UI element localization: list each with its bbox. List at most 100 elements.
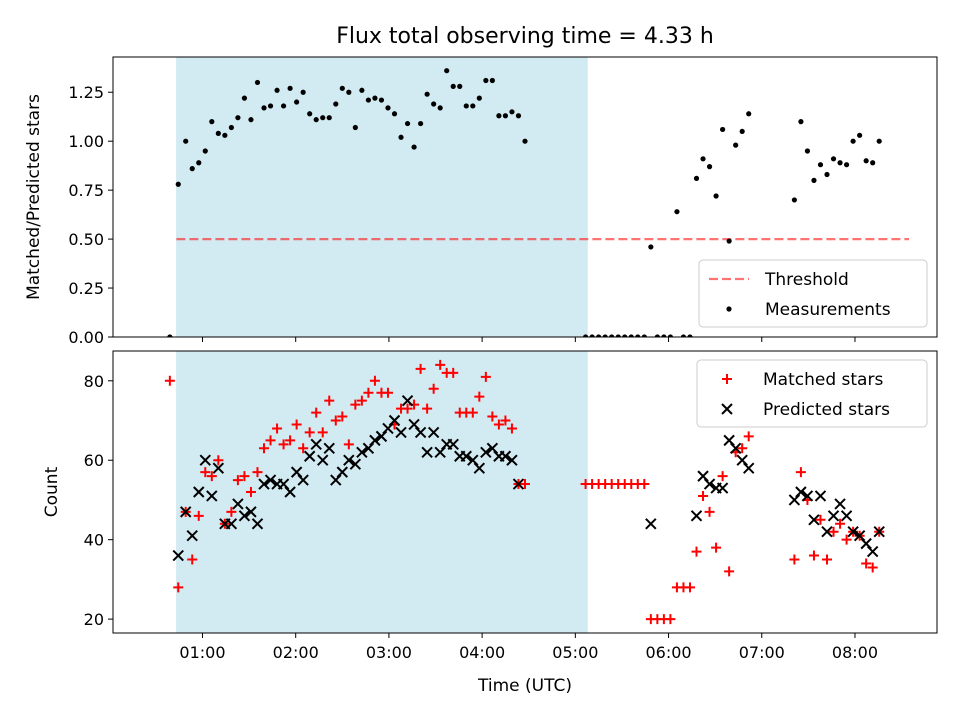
measurement-point [489, 77, 495, 84]
measurement-point [222, 132, 228, 138]
measurement-point [365, 97, 372, 103]
measurement-point [189, 166, 195, 172]
predicted-star-point [343, 454, 355, 466]
x-tick-label: 01:00 [179, 643, 225, 662]
measurement-point [378, 97, 385, 103]
matched-star-point [639, 479, 650, 490]
measurement-point [294, 99, 300, 105]
predicted-star-point [323, 442, 335, 455]
matched-star-point [474, 391, 485, 402]
predicted-star-point [873, 526, 885, 538]
matched-star-point [382, 387, 393, 398]
measurement-point [857, 132, 863, 138]
measurement-point [746, 111, 752, 117]
measurement-point [424, 91, 430, 97]
legend-box [696, 359, 928, 428]
measurement-point [261, 105, 267, 111]
measurement-point [274, 87, 280, 93]
matched-star-point [743, 431, 754, 442]
predicted-star-point [303, 450, 316, 462]
y-tick-label: 0.25 [68, 279, 104, 298]
measurement-point [720, 126, 726, 133]
measurement-point [622, 334, 628, 337]
measurement-point [470, 103, 476, 109]
predicted-star-point [375, 430, 388, 443]
matched-star-point [291, 419, 302, 430]
measurement-point [733, 142, 739, 148]
measurement-point [876, 138, 882, 144]
measurement-point [654, 334, 660, 337]
predicted-star-point [421, 446, 433, 458]
matched-star-point [448, 367, 459, 378]
measurement-point [307, 111, 313, 117]
predicted-star-point [729, 442, 742, 455]
x-tick-label: 03:00 [366, 643, 412, 662]
predicted-star-point [232, 498, 244, 510]
matched-star-point [350, 399, 361, 410]
predicted-star-point [245, 506, 257, 518]
measurement-point [863, 158, 869, 164]
series-predicted-stars [172, 394, 885, 562]
measurement-point [700, 156, 706, 162]
predicted-star-point [506, 454, 518, 466]
measurement-point [602, 334, 608, 337]
measurement-point [202, 148, 208, 154]
measurement-point [582, 334, 589, 337]
measurement-point [706, 164, 713, 170]
measurement-point [843, 162, 850, 168]
matched-star-point [835, 518, 846, 529]
matched-star-point [369, 375, 380, 386]
matched-star-point [239, 471, 250, 482]
predicted-star-point [186, 529, 198, 542]
measurement-point [463, 103, 469, 109]
matched-star-point [285, 435, 296, 446]
y-tick-label: 1.00 [68, 132, 104, 151]
y-axis-label: Matched/Predicted stars [24, 94, 44, 300]
predicted-star-point [834, 498, 846, 510]
measurement-point [589, 334, 595, 337]
matched-star-point [200, 467, 211, 478]
predicted-star-point [860, 537, 872, 550]
predicted-star-point [258, 478, 270, 490]
matched-star-point [422, 403, 433, 414]
matched-star-point [711, 542, 722, 553]
x-tick-label: 07:00 [739, 643, 785, 662]
matched-star-point [356, 395, 367, 406]
matched-star-point [232, 475, 243, 486]
predicted-star-point [297, 474, 309, 486]
predicted-star-point [290, 466, 303, 478]
matched-star-point [717, 471, 728, 482]
measurement-point [235, 115, 241, 121]
matched-star-point [795, 467, 806, 478]
measurement-point [359, 87, 365, 93]
predicted-star-point [460, 450, 472, 462]
measurement-point [398, 134, 404, 140]
matched-star-point [402, 403, 413, 414]
measurement-point [385, 105, 391, 111]
observing-window-band [176, 57, 588, 337]
predicted-star-point [362, 442, 375, 455]
legend-measurement-swatch [726, 306, 732, 312]
y-tick-label: 20 [84, 610, 104, 629]
predicted-star-point [179, 506, 192, 518]
predicted-star-point [840, 510, 853, 522]
predicted-star-point [723, 434, 735, 447]
measurement-point [811, 177, 817, 183]
measurement-point [667, 334, 674, 337]
matched-star-point [500, 415, 511, 426]
predicted-star-point [336, 466, 349, 478]
measurement-point [339, 85, 345, 91]
measurement-point [418, 120, 424, 127]
predicted-star-point [369, 434, 381, 447]
predicted-star-point [388, 414, 401, 427]
measurement-point [837, 160, 843, 166]
predicted-star-point [473, 462, 486, 474]
y-tick-label: 0.50 [68, 230, 104, 249]
predicted-star-point [277, 478, 290, 490]
predicted-star-point [238, 510, 251, 522]
observing-window-band [176, 351, 588, 633]
measurement-point [183, 138, 189, 144]
matched-star-point [343, 439, 354, 450]
x-tick-label: 06:00 [645, 643, 691, 662]
predicted-star-point [736, 454, 748, 466]
